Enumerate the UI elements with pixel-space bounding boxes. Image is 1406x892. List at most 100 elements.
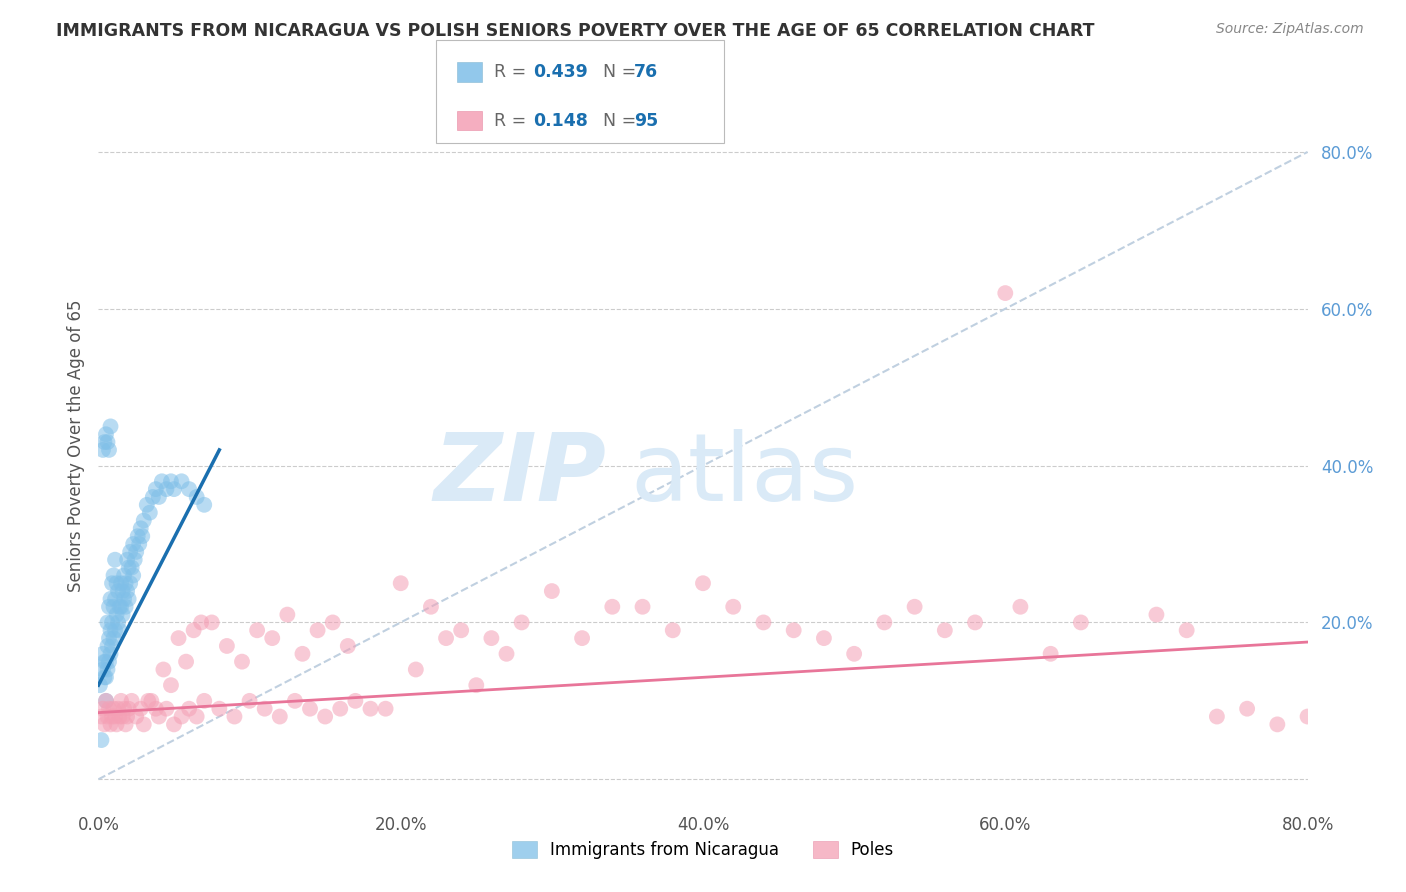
Point [208, 702, 231, 716]
Point [510, 615, 533, 630]
Point [163, 482, 186, 496]
Point [360, 702, 382, 716]
Point [167, 631, 190, 645]
Point [262, 631, 284, 645]
Point [224, 709, 246, 723]
Point [94, 694, 117, 708]
Point [844, 647, 866, 661]
Point [307, 624, 329, 638]
Point [322, 615, 344, 630]
Point [190, 615, 212, 630]
Point [90, 733, 112, 747]
Point [193, 694, 215, 708]
Point [145, 702, 167, 716]
Point [934, 624, 956, 638]
Point [118, 702, 141, 716]
Point [692, 576, 714, 591]
Point [122, 537, 145, 551]
Point [389, 576, 412, 591]
Point [1296, 709, 1319, 723]
Point [111, 584, 134, 599]
Point [602, 599, 624, 614]
Point [142, 490, 165, 504]
Point [135, 498, 157, 512]
Point [136, 694, 159, 708]
Point [132, 717, 155, 731]
Point [450, 624, 472, 638]
Point [125, 709, 148, 723]
Text: 0.148: 0.148 [533, 112, 588, 129]
Point [1267, 717, 1289, 731]
Point [170, 709, 193, 723]
Point [111, 709, 134, 723]
Point [96, 663, 118, 677]
Point [108, 709, 131, 723]
Point [132, 514, 155, 528]
Point [101, 576, 124, 591]
Point [112, 568, 135, 582]
Point [314, 709, 336, 723]
Point [115, 584, 138, 599]
Point [148, 709, 170, 723]
Text: 95: 95 [634, 112, 658, 129]
Text: R =: R = [494, 62, 531, 81]
Point [104, 624, 127, 638]
Point [141, 694, 163, 708]
Point [124, 552, 146, 566]
Point [160, 475, 183, 489]
Point [163, 717, 186, 731]
Point [98, 599, 121, 614]
Point [114, 599, 136, 614]
Point [96, 435, 118, 450]
Point [155, 702, 177, 716]
Point [813, 631, 835, 645]
Point [752, 615, 775, 630]
Point [105, 607, 128, 622]
Point [115, 552, 138, 566]
Point [434, 631, 457, 645]
Point [1175, 624, 1198, 638]
Point [152, 663, 174, 677]
Text: N =: N = [592, 62, 641, 81]
Point [329, 702, 352, 716]
Point [112, 591, 135, 606]
Point [420, 599, 443, 614]
Point [201, 615, 224, 630]
Text: Source: ZipAtlas.com: Source: ZipAtlas.com [1216, 22, 1364, 37]
Point [291, 647, 314, 661]
Point [215, 639, 238, 653]
Point [122, 568, 145, 582]
Point [231, 655, 253, 669]
Point [121, 694, 143, 708]
Point [105, 576, 128, 591]
Point [284, 694, 307, 708]
Point [101, 709, 124, 723]
Point [110, 599, 132, 614]
Text: N =: N = [592, 112, 641, 129]
Point [374, 702, 396, 716]
Point [93, 655, 115, 669]
Text: IMMIGRANTS FROM NICARAGUA VS POLISH SENIORS POVERTY OVER THE AGE OF 65 CORRELATI: IMMIGRANTS FROM NICARAGUA VS POLISH SENI… [56, 22, 1095, 40]
Point [994, 286, 1017, 301]
Point [127, 529, 149, 543]
Point [336, 639, 359, 653]
Point [571, 631, 593, 645]
Point [125, 545, 148, 559]
Point [179, 482, 201, 496]
Point [94, 670, 117, 684]
Point [481, 631, 503, 645]
Point [631, 599, 654, 614]
Point [118, 560, 141, 574]
Point [115, 709, 138, 723]
Point [91, 663, 114, 677]
Point [100, 624, 122, 638]
Point [661, 624, 683, 638]
Point [103, 599, 125, 614]
Text: ZIP: ZIP [433, 428, 606, 521]
Point [179, 702, 201, 716]
Point [100, 419, 122, 434]
Point [98, 442, 121, 457]
Point [110, 576, 132, 591]
Point [107, 584, 129, 599]
Point [94, 655, 117, 669]
